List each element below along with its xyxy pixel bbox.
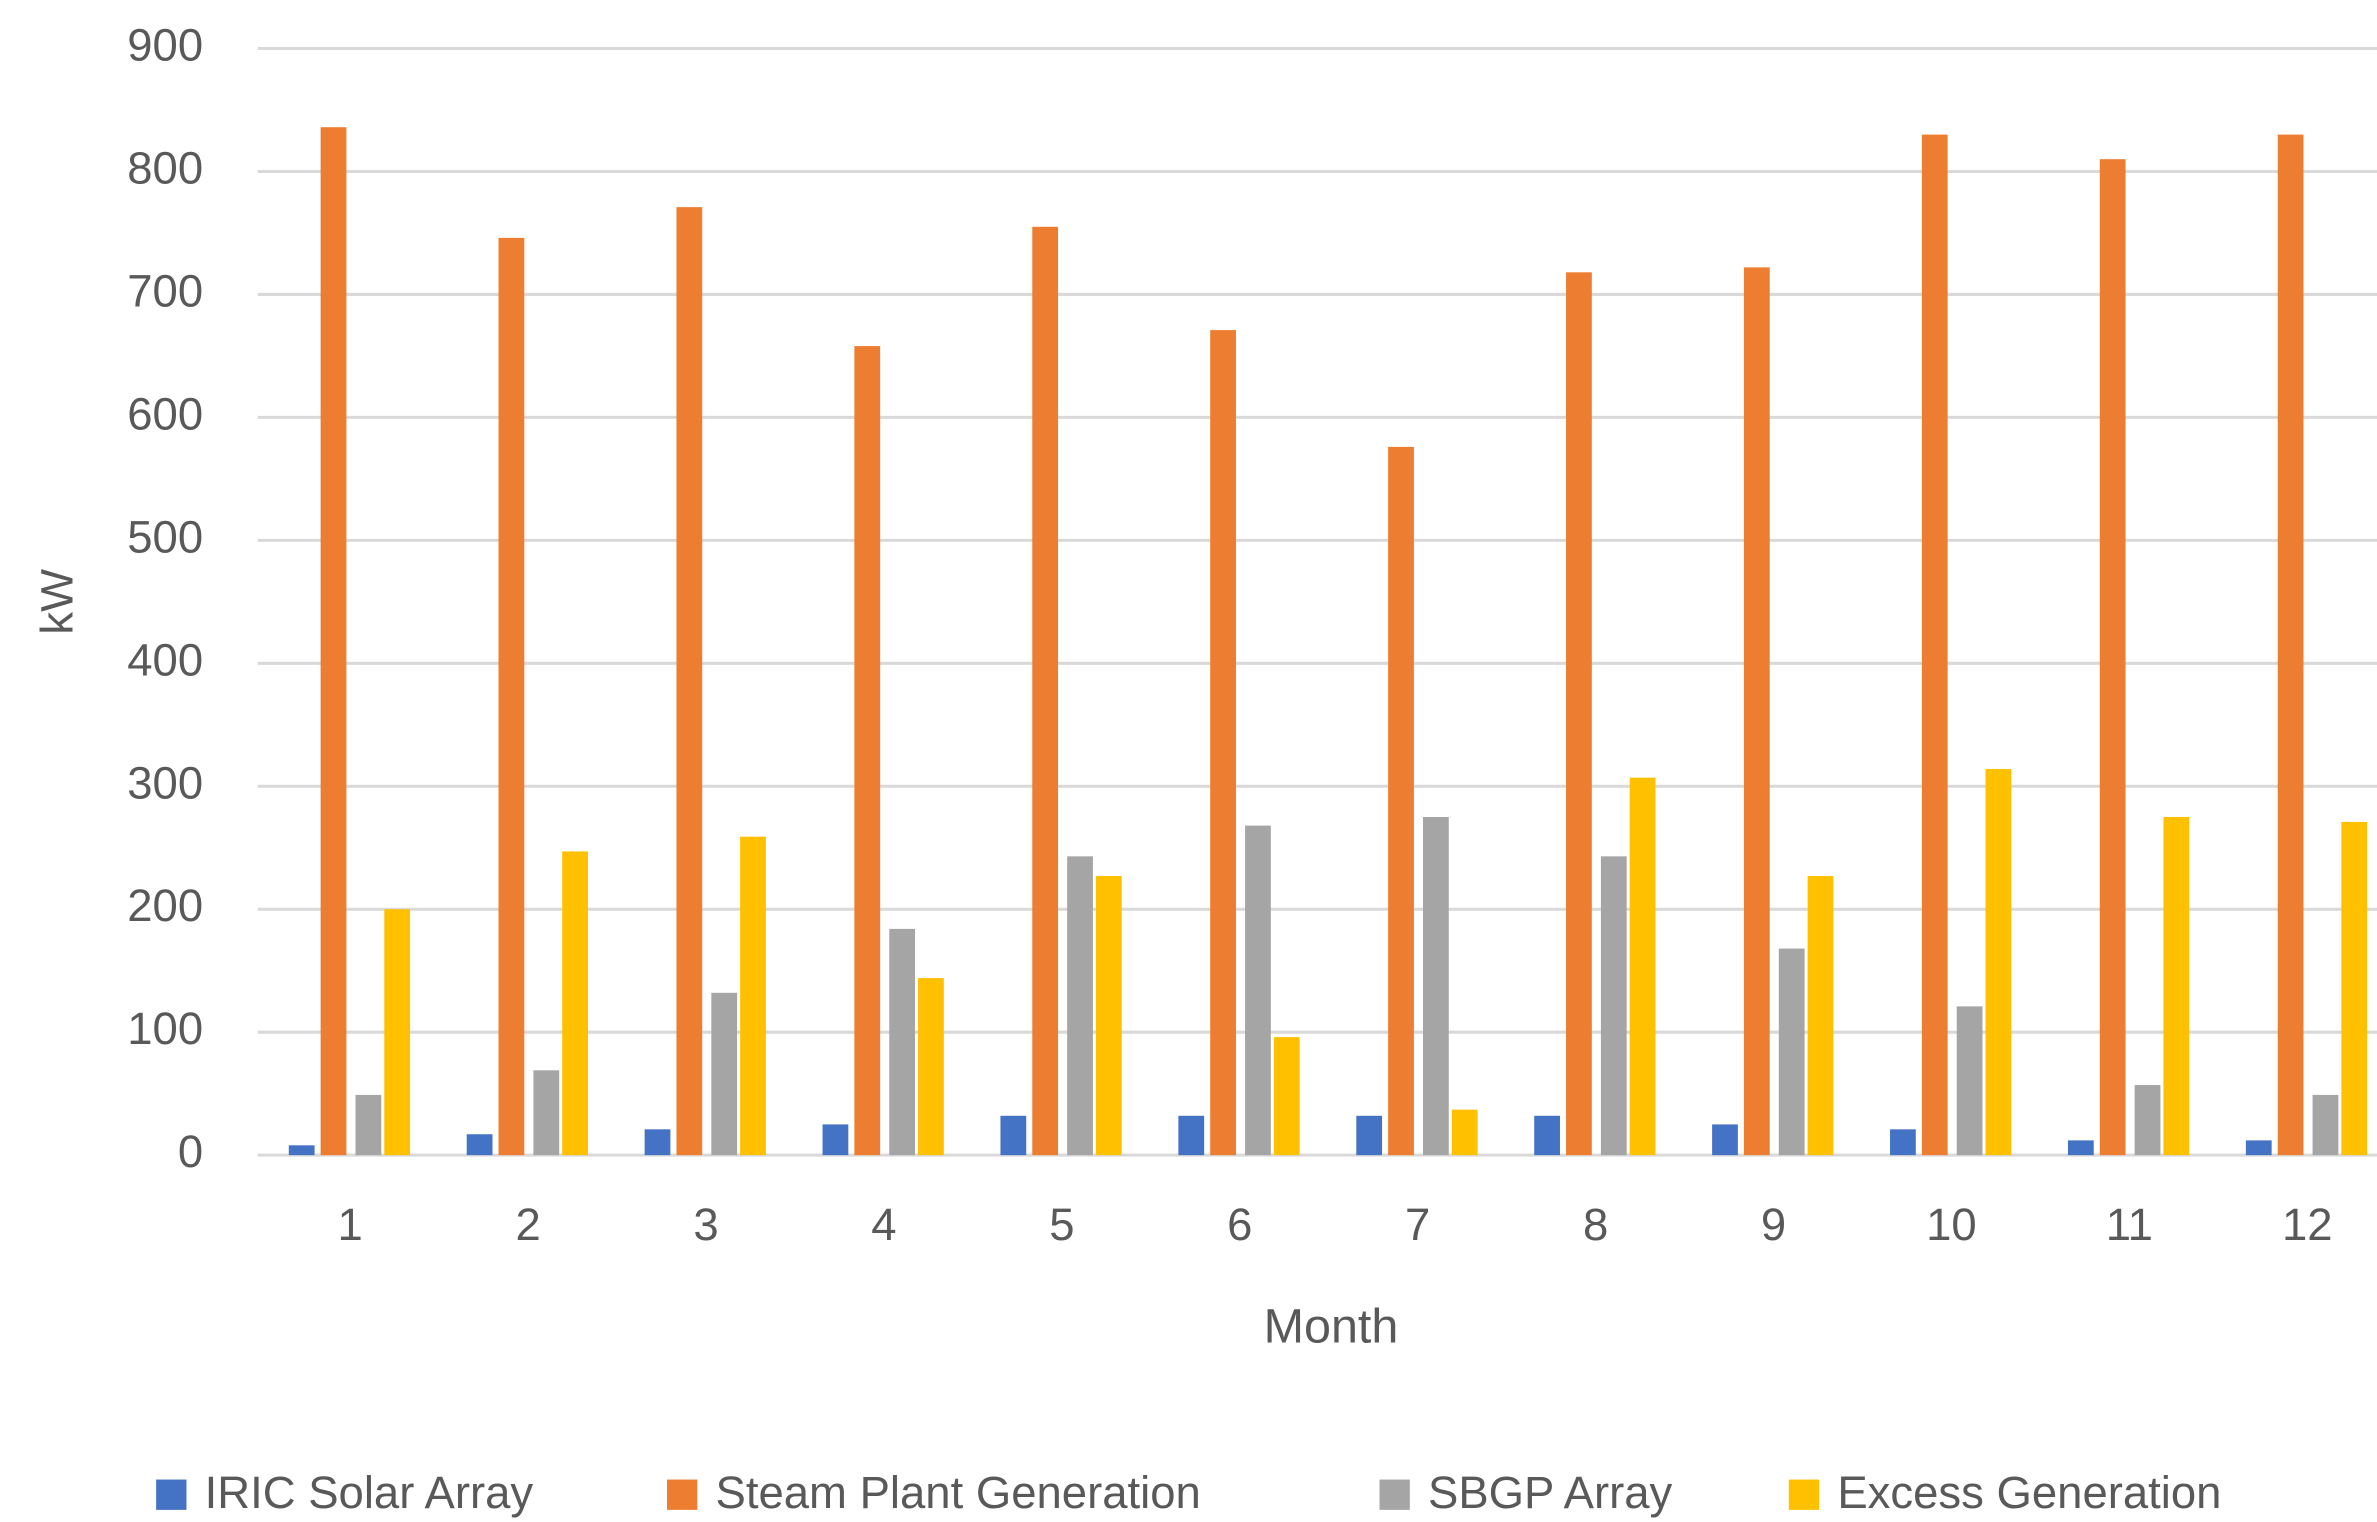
bar [1067, 856, 1093, 1156]
y-tick-label: 100 [127, 1003, 203, 1054]
bar [889, 928, 916, 1156]
bar [2341, 821, 2368, 1156]
bar [1534, 1115, 1560, 1156]
x-tick-label: 12 [2282, 1199, 2333, 1250]
bar [740, 836, 766, 1156]
legend-label: Steam Plant Generation [716, 1467, 1201, 1518]
x-tick-label: 1 [338, 1199, 363, 1250]
bar [1985, 769, 2012, 1156]
bar [2312, 1094, 2339, 1156]
bar [918, 978, 944, 1156]
bar [1178, 1115, 1205, 1156]
x-tick-label: 10 [1926, 1199, 1977, 1250]
legend-label: Excess Generation [1837, 1467, 2221, 1518]
legend-label: SBGP Array [1428, 1467, 1673, 1518]
bar [288, 1145, 315, 1156]
bar [1422, 817, 1449, 1156]
bar [1356, 1115, 1383, 1156]
x-tick-label: 4 [871, 1199, 896, 1250]
bar [1451, 1109, 1478, 1156]
x-tick-label: 6 [1227, 1199, 1252, 1250]
bar [533, 1070, 560, 1156]
bar [2067, 1140, 2094, 1156]
x-tick-label: 3 [693, 1199, 718, 1250]
x-axis-label: Month [1264, 1299, 1399, 1353]
bar [1921, 134, 1948, 1156]
bar [384, 909, 411, 1156]
y-tick-label: 400 [127, 634, 203, 685]
x-tick-label: 2 [515, 1199, 540, 1250]
legend-swatch [1788, 1479, 1820, 1510]
y-tick-label: 800 [127, 142, 203, 193]
bar [1890, 1129, 1916, 1156]
bar [355, 1094, 382, 1156]
bar [1095, 876, 1122, 1156]
bar [1600, 856, 1627, 1156]
y-tick-label: 700 [127, 265, 203, 316]
bar [498, 237, 525, 1156]
bar [1807, 876, 1834, 1156]
bar [1032, 226, 1059, 1156]
bar [644, 1129, 671, 1156]
bar [1388, 446, 1414, 1156]
bar [1566, 272, 1592, 1156]
bar [1743, 267, 1770, 1156]
legend-swatch [667, 1479, 698, 1510]
bar [320, 127, 347, 1156]
bar [1000, 1115, 1027, 1156]
legend-swatch [1379, 1479, 1410, 1510]
bar [562, 851, 588, 1156]
bar [2245, 1140, 2272, 1156]
x-tick-label: 7 [1405, 1199, 1430, 1250]
y-tick-label: 500 [127, 511, 203, 562]
bar [466, 1134, 493, 1156]
bar [822, 1124, 849, 1156]
x-tick-label: 8 [1583, 1199, 1608, 1250]
bar [1273, 1037, 1300, 1156]
bar [2163, 817, 2190, 1156]
legend-label: IRIC Solar Array [205, 1467, 534, 1518]
x-tick-label: 5 [1049, 1199, 1074, 1250]
bar [1956, 1006, 1983, 1156]
y-tick-label: 600 [127, 388, 203, 439]
y-tick-label: 200 [127, 880, 203, 931]
bar [1210, 330, 1236, 1156]
legend-swatch [156, 1479, 187, 1510]
y-tick-label: 0 [178, 1126, 203, 1177]
y-tick-label: 300 [127, 757, 203, 808]
y-tick-label: 900 [127, 20, 203, 71]
bar [2099, 159, 2126, 1156]
bar [1245, 825, 1271, 1156]
bar [1712, 1124, 1738, 1156]
y-axis-label: kW [32, 569, 83, 635]
bar [854, 346, 881, 1156]
x-tick-label: 11 [2106, 1199, 2153, 1250]
bar [2134, 1085, 2161, 1156]
bar [2277, 134, 2304, 1156]
bar [711, 992, 738, 1156]
x-tick-label: 9 [1761, 1199, 1786, 1250]
bar [1778, 948, 1805, 1156]
bar [1629, 777, 1656, 1156]
bar [676, 207, 703, 1156]
